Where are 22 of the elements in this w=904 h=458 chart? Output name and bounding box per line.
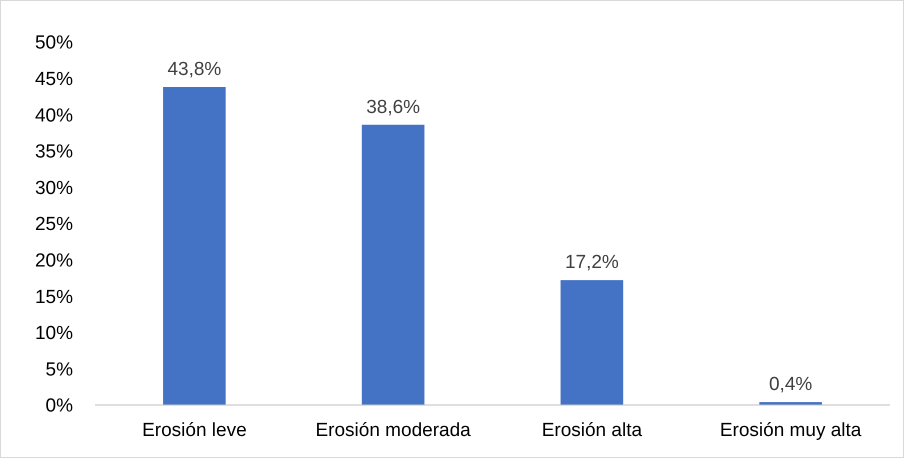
x-tick-label: Erosión moderada bbox=[315, 420, 472, 441]
y-tick-label: 35% bbox=[34, 142, 74, 163]
y-tick-label: 15% bbox=[34, 286, 74, 308]
x-tick-label: Erosión alta bbox=[542, 420, 642, 441]
y-tick-label: 45% bbox=[34, 68, 74, 90]
x-tick-label: Erosión muy alta bbox=[720, 420, 862, 441]
y-tick-label: 30% bbox=[34, 178, 74, 199]
y-tick-label: 5% bbox=[46, 359, 74, 380]
bar bbox=[560, 280, 624, 405]
y-tick-label: 10% bbox=[34, 323, 74, 344]
bar bbox=[362, 124, 424, 405]
data-label: 43,8% bbox=[167, 59, 222, 80]
y-tick-label: 20% bbox=[34, 250, 74, 272]
y-tick-label: 0% bbox=[46, 396, 74, 417]
y-tick-label: 25% bbox=[34, 214, 74, 236]
y-tick-label: 40% bbox=[34, 105, 74, 126]
x-tick-label: Erosión leve bbox=[142, 420, 247, 441]
bar bbox=[163, 87, 226, 405]
data-label: 0,4% bbox=[768, 374, 812, 396]
data-label: 17,2% bbox=[564, 252, 619, 274]
y-tick-label: 50% bbox=[34, 32, 74, 54]
data-label: 38,6% bbox=[366, 96, 420, 118]
